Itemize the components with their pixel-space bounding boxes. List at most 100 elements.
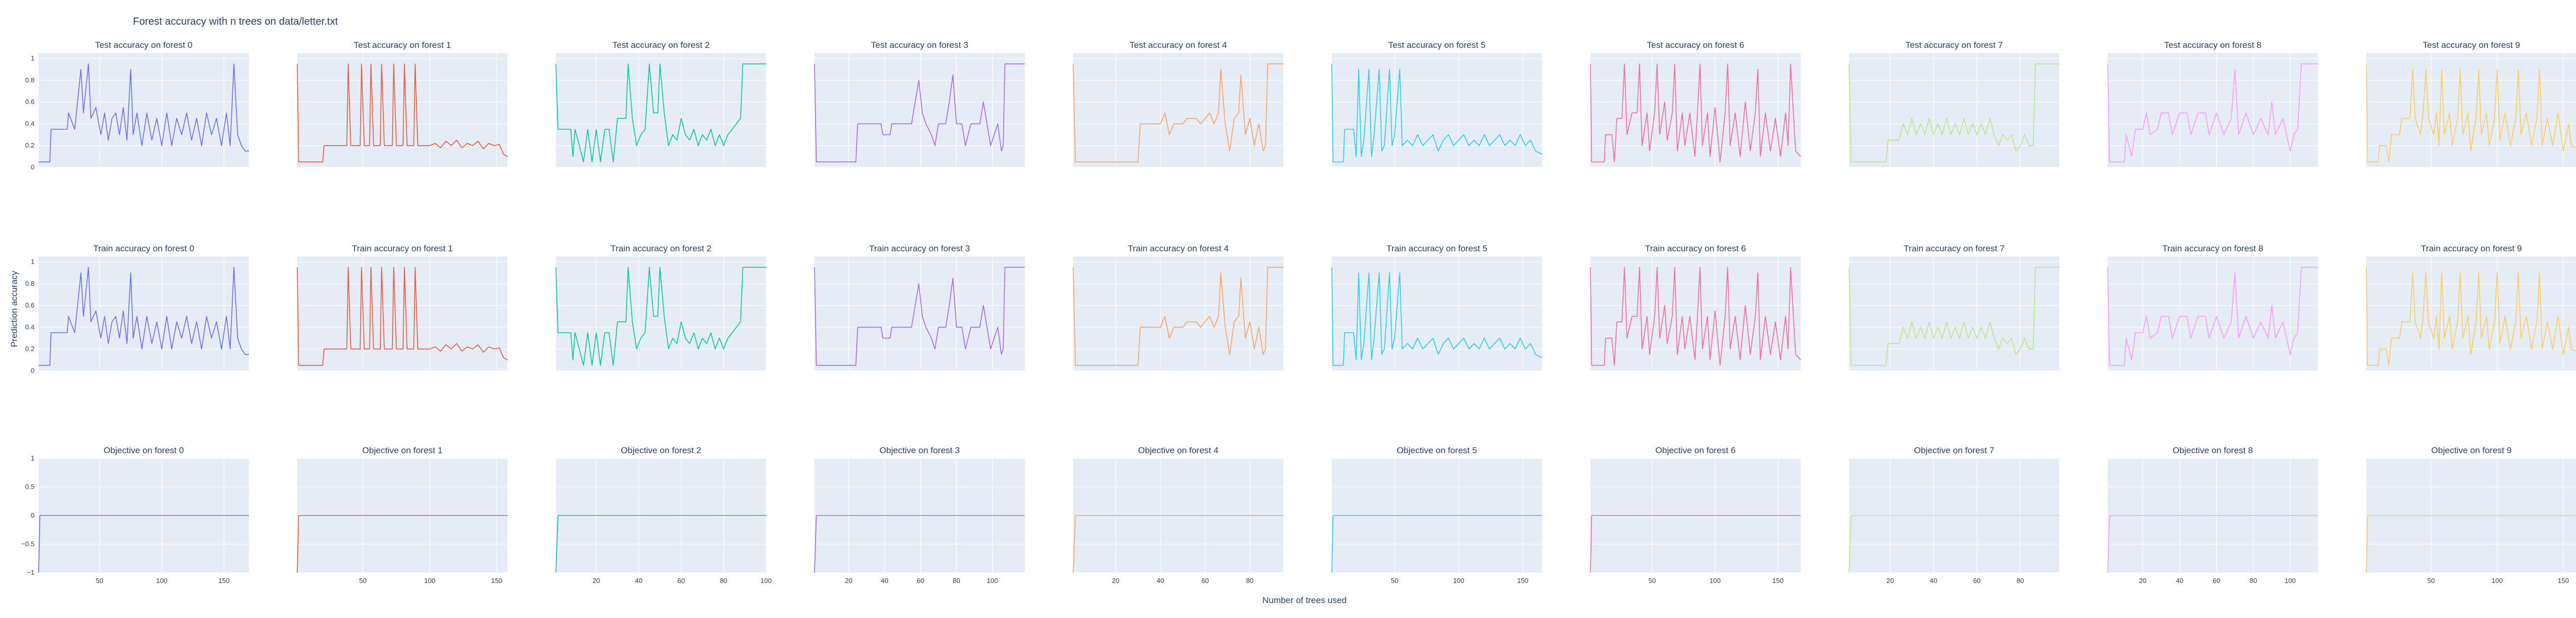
plot-background — [39, 256, 249, 371]
subplot-train-forest-2: Train accuracy on forest 2 — [555, 244, 767, 371]
plot-background — [556, 256, 766, 371]
series-line-objective-forest-1 — [297, 515, 507, 573]
y-tick-label: 0.2 — [25, 142, 35, 149]
subplot-train-forest-1: Train accuracy on forest 1 — [297, 244, 508, 371]
x-tick-label: 100 — [424, 577, 435, 585]
y-tick-label: 0.8 — [25, 76, 35, 84]
y-tick-label: 0.6 — [25, 301, 35, 309]
subplot-train-forest-3: Train accuracy on forest 3 — [814, 244, 1025, 371]
series-line-test-forest-8 — [2107, 63, 2318, 163]
subplot-title: Objective on forest 0 — [104, 445, 184, 455]
subplot-objective-forest-6: 50 100 150 Objective on forest 6 — [1590, 445, 1801, 585]
x-tick-label: 40 — [2176, 577, 2183, 585]
subplot-objective-forest-8: 20 40 60 80 100 Objective on forest 8 — [2107, 445, 2318, 585]
series-line-objective-forest-5 — [1331, 515, 1542, 573]
subplot-objective-forest-2: 20 40 60 80 100 Objective on forest 2 — [555, 445, 772, 585]
subplot-title: Train accuracy on forest 0 — [93, 244, 194, 253]
subplot-title: Test accuracy on forest 4 — [1130, 40, 1227, 50]
x-tick-label: 150 — [2557, 577, 2569, 585]
plot-background — [2108, 256, 2318, 371]
y-tick-label: −1 — [27, 569, 35, 576]
x-tick-label: 100 — [156, 577, 167, 585]
x-tick-label: 100 — [2492, 577, 2503, 585]
y-tick-label: 0 — [31, 511, 35, 519]
x-tick-label: 20 — [1887, 577, 1894, 585]
y-tick-label: 0 — [31, 163, 35, 171]
subplot-train-forest-0: 0 0.2 0.4 0.6 0.8 1 Train accuracy on forest 0 — [25, 244, 249, 374]
series-line-test-forest-4 — [1073, 63, 1283, 163]
y-tick-label: 0.2 — [25, 345, 35, 353]
subplot-objective-forest-4: 20 40 60 80 Objective on forest 4 — [1073, 445, 1283, 585]
series-line-test-forest-2 — [555, 63, 766, 163]
series-line-test-forest-9 — [2366, 64, 2576, 163]
subplot-title: Train accuracy on forest 3 — [869, 244, 970, 253]
subplot-test-forest-1: Test accuracy on forest 1 — [297, 40, 508, 168]
plot-background — [815, 53, 1025, 167]
subplot-train-forest-8: Train accuracy on forest 8 — [2107, 244, 2318, 371]
series-line-test-forest-1 — [297, 63, 508, 163]
x-tick-label: 150 — [491, 577, 502, 585]
subplot-test-forest-6: Test accuracy on forest 6 — [1590, 40, 1801, 168]
subplot-title: Test accuracy on forest 6 — [1647, 40, 1744, 50]
x-tick-label: 60 — [1201, 577, 1209, 585]
series-line-test-forest-0 — [39, 63, 249, 163]
series-line-objective-forest-0 — [38, 515, 249, 573]
x-tick-label: 50 — [2428, 577, 2435, 585]
x-tick-label: 40 — [635, 577, 642, 585]
series-line-train-forest-2 — [555, 267, 766, 366]
plot-background — [39, 53, 249, 167]
series-line-train-forest-5 — [1331, 267, 1543, 366]
y-tick-label: 0 — [31, 367, 35, 374]
plot-background — [1332, 53, 1542, 167]
x-axis-label: Number of trees used — [1262, 595, 1346, 605]
x-tick-label: 40 — [1157, 577, 1164, 585]
x-tick-label: 100 — [987, 577, 998, 585]
subplot-test-forest-8: Test accuracy on forest 8 — [2107, 40, 2318, 168]
subplot-title: Objective on forest 3 — [879, 445, 960, 455]
x-tick-label: 60 — [2213, 577, 2220, 585]
plot-background — [1332, 256, 1542, 371]
subplot-objective-forest-3: 20 40 60 80 100 Objective on forest 3 — [814, 445, 1025, 585]
subplot-test-forest-3: Test accuracy on forest 3 — [814, 40, 1025, 168]
y-tick-label: −0.5 — [21, 540, 35, 548]
subplot-objective-forest-7: 20 40 60 80 Objective on forest 7 — [1849, 445, 2059, 585]
subplot-title: Objective on forest 5 — [1397, 445, 1477, 455]
subplot-train-forest-6: Train accuracy on forest 6 — [1590, 244, 1801, 371]
subplot-test-forest-5: Test accuracy on forest 5 — [1331, 40, 1543, 168]
x-tick-label: 100 — [1709, 577, 1721, 585]
subplot-title: Objective on forest 4 — [1138, 445, 1218, 455]
subplot-title: Objective on forest 2 — [621, 445, 701, 455]
y-tick-label: 1 — [31, 454, 35, 462]
x-tick-label: 150 — [1772, 577, 1784, 585]
series-line-train-forest-0 — [39, 267, 249, 366]
series-line-train-forest-9 — [2366, 267, 2576, 366]
x-tick-label: 50 — [359, 577, 366, 585]
plot-background — [297, 256, 507, 371]
series-line-test-forest-5 — [1331, 64, 1543, 163]
x-tick-label: 150 — [218, 577, 230, 585]
subplot-test-forest-2: Test accuracy on forest 2 — [555, 40, 767, 168]
plot-background — [1849, 256, 2059, 371]
series-line-train-forest-7 — [1849, 267, 2059, 366]
series-line-objective-forest-2 — [555, 515, 766, 573]
y-tick-label: 1 — [31, 55, 35, 62]
subplot-title: Train accuracy on forest 6 — [1645, 244, 1746, 253]
x-tick-label: 100 — [2284, 577, 2296, 585]
series-line-test-forest-7 — [1849, 63, 2059, 163]
subplot-title: Test accuracy on forest 8 — [2164, 40, 2262, 50]
y-tick-label: 0.6 — [25, 98, 35, 106]
series-line-objective-forest-6 — [1590, 515, 1801, 573]
subplot-train-forest-4: Train accuracy on forest 4 — [1073, 244, 1283, 371]
y-tick-label: 1 — [31, 258, 35, 266]
subplot-test-forest-7: Test accuracy on forest 7 — [1849, 40, 2059, 168]
subplot-objective-forest-9: 50 100 150 Objective on forest 9 — [2366, 445, 2576, 585]
series-line-train-forest-4 — [1073, 267, 1283, 366]
subplot-title: Test accuracy on forest 1 — [354, 40, 451, 50]
subplot-title: Objective on forest 7 — [1914, 445, 1994, 455]
x-tick-label: 50 — [96, 577, 103, 585]
x-tick-label: 60 — [1973, 577, 1980, 585]
subplot-title: Test accuracy on forest 7 — [1906, 40, 2003, 50]
subplot-title: Train accuracy on forest 4 — [1128, 244, 1229, 253]
